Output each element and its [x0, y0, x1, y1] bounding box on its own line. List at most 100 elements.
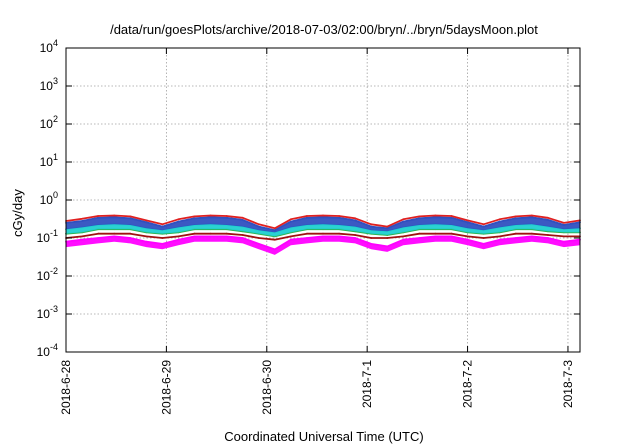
y-tick-label: 10-1 — [37, 228, 58, 245]
series-4-point — [450, 216, 453, 219]
y-tick-exponent: -1 — [50, 228, 58, 238]
series-5-point — [450, 215, 453, 217]
series-4-point — [482, 225, 485, 228]
series-0-point — [177, 238, 180, 241]
y-tick-exponent: 3 — [53, 76, 58, 86]
series-1 — [65, 232, 581, 241]
series-1-point — [482, 237, 485, 239]
series-0-point — [434, 235, 437, 238]
series-4-point — [514, 217, 517, 220]
series-4-area — [66, 217, 580, 233]
series-1-point — [434, 232, 437, 235]
series-5-point — [177, 218, 180, 221]
series-5-point — [547, 216, 549, 219]
series-4-point — [97, 216, 99, 219]
series-1-point — [530, 232, 533, 235]
y-tick-label: 10-2 — [37, 266, 58, 283]
series-4-point — [209, 216, 212, 219]
series-0-point — [97, 237, 99, 239]
series-5-point — [563, 222, 565, 224]
series-5-point — [81, 217, 83, 220]
series-0-point — [418, 237, 421, 239]
series-4-point — [563, 224, 565, 226]
series-4-point — [530, 216, 533, 219]
series-0-point — [530, 235, 533, 238]
y-tick-base: 10 — [37, 345, 51, 359]
y-tick-exponent: 1 — [53, 152, 58, 162]
series-5-point — [97, 215, 99, 217]
series-5-point — [434, 214, 437, 217]
series-4-point — [418, 217, 421, 220]
series-0-point — [113, 235, 116, 238]
y-tick-exponent: -4 — [50, 342, 58, 352]
series-4-point — [354, 219, 356, 222]
series-5-point — [370, 223, 373, 226]
series-4-point — [81, 220, 83, 222]
series-1-point — [450, 232, 453, 235]
series-3-area — [66, 224, 580, 237]
series-1-point — [547, 234, 549, 236]
series-5-point — [386, 225, 389, 228]
series-1-point — [498, 235, 501, 238]
series-1-point — [354, 234, 356, 236]
series-4-point — [145, 221, 148, 224]
y-tick-base: 10 — [37, 231, 51, 245]
series-5-point — [193, 215, 196, 218]
series-1-point — [97, 232, 99, 235]
series-4-point — [225, 216, 228, 219]
series-5-point — [129, 215, 132, 218]
series-0-point — [81, 238, 83, 241]
series-1-point — [257, 237, 260, 239]
y-tick-label: 103 — [40, 76, 58, 93]
series-4-point — [402, 220, 405, 223]
series-4-point — [241, 219, 244, 221]
series-1-point — [177, 235, 180, 238]
series-5-point — [290, 218, 292, 221]
series-5-point — [418, 215, 421, 218]
series-1-point — [225, 232, 228, 235]
x-tick-label: 2018-6-29 — [159, 360, 173, 415]
series-4-point — [338, 216, 340, 219]
series-5-point — [209, 214, 212, 217]
y-tick-base: 10 — [40, 193, 54, 207]
x-tick-label: 2018-6-28 — [59, 360, 73, 415]
series-1-point — [113, 232, 116, 235]
series-1-point — [418, 232, 421, 235]
y-tick-label: 10-3 — [37, 304, 58, 321]
series-4 — [65, 216, 581, 233]
series-0-point — [322, 235, 324, 238]
series-5-point — [402, 218, 405, 221]
y-tick-base: 10 — [40, 41, 54, 55]
series-4-point — [113, 216, 116, 219]
series-4-point — [193, 217, 196, 220]
series-0-point — [129, 237, 132, 239]
series-5-point — [338, 215, 340, 217]
series-0-point — [209, 235, 212, 238]
series-5-point — [113, 214, 116, 217]
series-0-point — [145, 240, 148, 243]
x-tick-label: 2018-6-30 — [260, 360, 274, 415]
y-tick-base: 10 — [37, 269, 51, 283]
series-4-point — [386, 227, 389, 230]
series-4-point — [161, 225, 164, 228]
series-0-point — [241, 237, 244, 239]
series-5-point — [273, 227, 276, 230]
series-4-point — [434, 216, 437, 219]
ticks — [65, 47, 580, 353]
y-tick-label: 102 — [40, 114, 58, 131]
series-5-point — [514, 215, 517, 218]
series-0-area — [66, 236, 580, 255]
series-4-point — [177, 220, 180, 223]
series-4-point — [466, 221, 469, 224]
x-tick-label: 2018-7-3 — [561, 360, 575, 408]
chart-title: /data/run/goesPlots/archive/2018-07-03/0… — [110, 22, 538, 37]
series-4-point — [498, 220, 501, 223]
series-1-point — [129, 232, 132, 235]
series-1-point — [209, 232, 212, 235]
series-4-point — [547, 219, 549, 221]
series-0-point — [193, 235, 196, 238]
y-tick-label: 101 — [40, 152, 58, 169]
series-5-point — [498, 218, 501, 221]
series-4-point — [290, 220, 292, 223]
